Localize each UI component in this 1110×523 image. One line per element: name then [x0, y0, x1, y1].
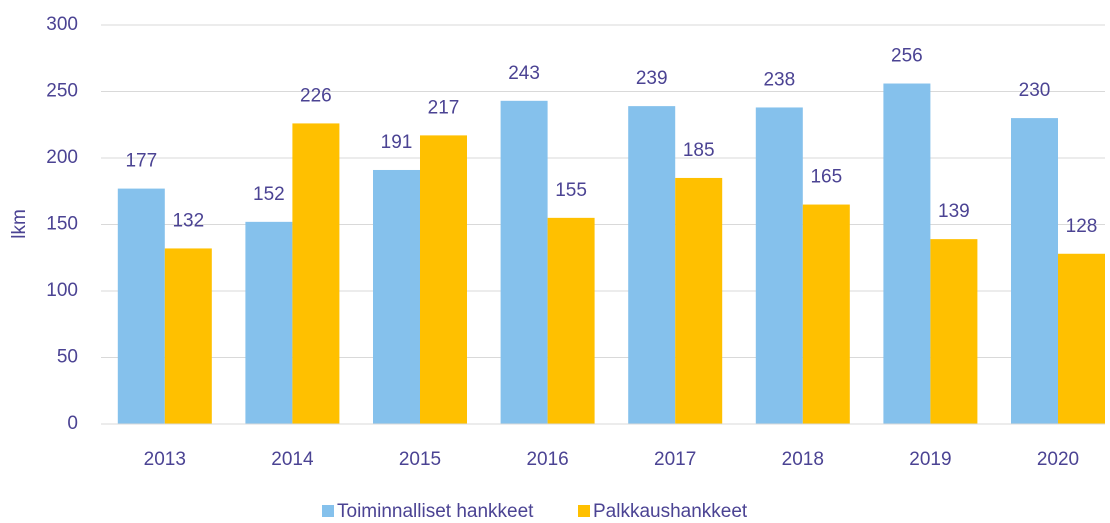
value-label: 239 — [636, 68, 668, 89]
bar — [628, 106, 676, 424]
bar — [930, 239, 978, 424]
value-label: 152 — [253, 184, 285, 205]
value-label: 243 — [508, 63, 540, 84]
value-label: 128 — [1066, 216, 1098, 237]
bar — [500, 100, 548, 424]
value-label: 165 — [810, 167, 842, 188]
bar — [1058, 253, 1105, 424]
bar — [755, 107, 803, 425]
x-tick-label: 2017 — [654, 449, 696, 470]
bar — [117, 188, 165, 424]
bar — [547, 217, 595, 424]
value-label: 132 — [172, 210, 204, 231]
y-tick-label: 150 — [46, 214, 78, 235]
legend-label: Toiminnalliset hankkeet — [337, 501, 534, 522]
value-label: 155 — [555, 180, 587, 201]
bar — [802, 204, 850, 424]
value-label: 230 — [1019, 80, 1051, 101]
y-tick-label: 100 — [46, 280, 78, 301]
y-tick-label: 300 — [46, 14, 78, 35]
x-tick-label: 2019 — [909, 449, 951, 470]
x-tick-label: 2016 — [526, 449, 568, 470]
y-tick-label: 0 — [67, 413, 78, 434]
y-tick-label: 50 — [57, 347, 78, 368]
value-label: 217 — [428, 97, 460, 118]
bar — [883, 83, 931, 425]
value-label: 177 — [125, 151, 157, 172]
legend-swatch — [578, 505, 590, 517]
bar — [164, 248, 212, 424]
x-tick-label: 2018 — [782, 449, 824, 470]
x-tick-label: 2013 — [144, 449, 186, 470]
x-tick-label: 2020 — [1037, 449, 1079, 470]
y-tick-label: 250 — [46, 81, 78, 102]
bar — [675, 177, 723, 424]
x-tick-label: 2015 — [399, 449, 441, 470]
value-label: 256 — [891, 46, 923, 67]
y-axis-label: lkm — [9, 209, 30, 239]
x-tick-label: 2014 — [271, 449, 314, 470]
bar — [1011, 118, 1058, 424]
bar — [420, 135, 467, 424]
y-tick-label: 200 — [46, 147, 78, 168]
value-label: 226 — [300, 85, 332, 106]
bar — [292, 123, 340, 425]
value-label: 185 — [683, 140, 715, 161]
value-label: 191 — [381, 132, 413, 153]
legend-swatch — [322, 505, 334, 517]
value-label: 139 — [938, 201, 970, 222]
bar — [373, 169, 420, 424]
bar — [245, 221, 293, 424]
value-label: 238 — [763, 69, 795, 90]
legend-label: Palkkaushankkeet — [593, 501, 748, 522]
